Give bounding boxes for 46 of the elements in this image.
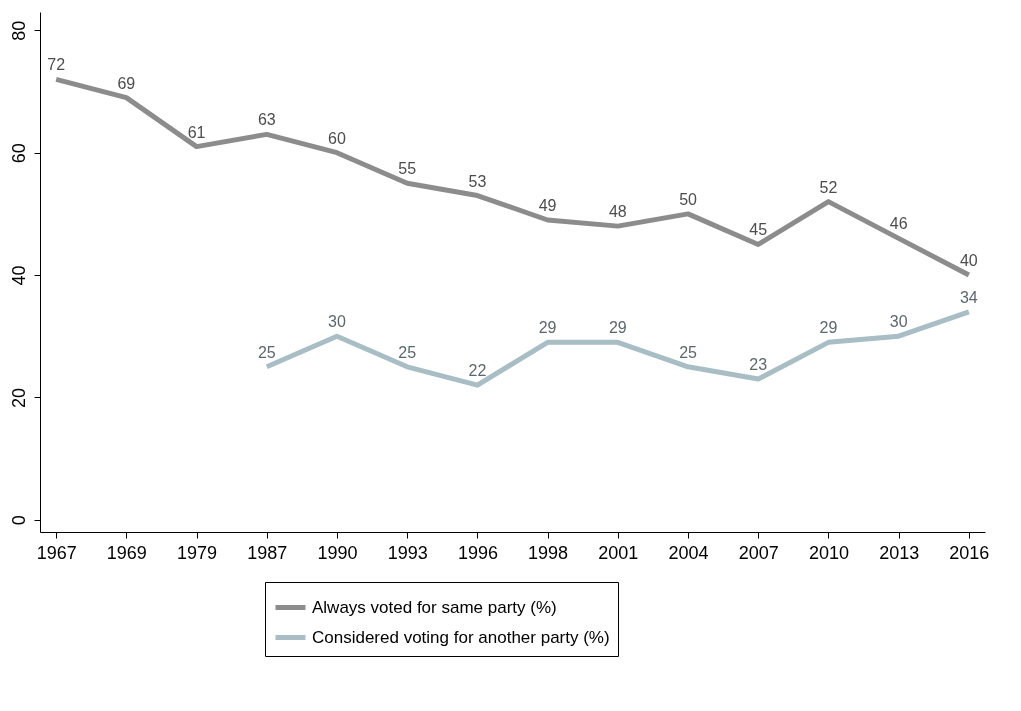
data-label: 29	[538, 319, 557, 337]
data-label: 60	[328, 129, 346, 147]
legend-label: Considered voting for another party (%)	[312, 627, 610, 647]
data-label: 61	[187, 123, 206, 141]
y-tick-label: 20	[8, 387, 29, 408]
x-tick-label: 1993	[387, 542, 428, 563]
data-label: 29	[608, 319, 627, 337]
y-tick-label: 80	[8, 20, 29, 41]
data-label: 30	[328, 313, 346, 331]
y-tick-label: 40	[8, 265, 29, 286]
y-tick-label: 0	[8, 515, 29, 526]
data-label: 34	[959, 288, 978, 306]
x-tick-label: 1998	[528, 542, 569, 563]
y-tick-label: 60	[8, 143, 29, 164]
x-tick-label: 2004	[668, 542, 709, 563]
legend-label: Always voted for same party (%)	[312, 597, 557, 617]
data-label: 29	[819, 319, 838, 337]
data-label: 45	[749, 221, 768, 239]
x-tick-label: 1967	[36, 542, 77, 563]
data-label: 53	[468, 172, 487, 190]
data-label: 25	[679, 343, 698, 361]
x-tick-label: 1996	[457, 542, 498, 563]
data-label: 48	[608, 203, 627, 221]
data-label: 55	[398, 160, 417, 178]
data-label: 50	[679, 190, 698, 208]
x-tick-label: 1987	[247, 542, 288, 563]
x-tick-label: 2010	[808, 542, 849, 563]
data-label: 49	[538, 197, 557, 214]
x-tick-label: 2007	[738, 542, 779, 563]
x-tick-label: 1979	[177, 542, 218, 563]
data-label: 25	[398, 343, 417, 361]
x-tick-label: 2001	[598, 542, 639, 563]
x-tick-label: 2013	[879, 542, 920, 563]
data-label: 23	[749, 356, 768, 374]
data-label: 52	[819, 178, 838, 196]
data-label: 40	[959, 252, 978, 270]
x-tick-label: 2016	[949, 542, 990, 563]
data-label: 46	[889, 215, 908, 233]
data-label: 25	[257, 343, 276, 361]
x-tick-label: 1969	[106, 542, 147, 563]
x-tick-label: 1990	[317, 542, 358, 563]
data-label: 69	[117, 74, 136, 92]
data-label: 22	[468, 362, 487, 380]
data-label: 30	[889, 313, 908, 331]
data-label: 63	[257, 111, 276, 129]
data-label: 72	[47, 56, 66, 74]
